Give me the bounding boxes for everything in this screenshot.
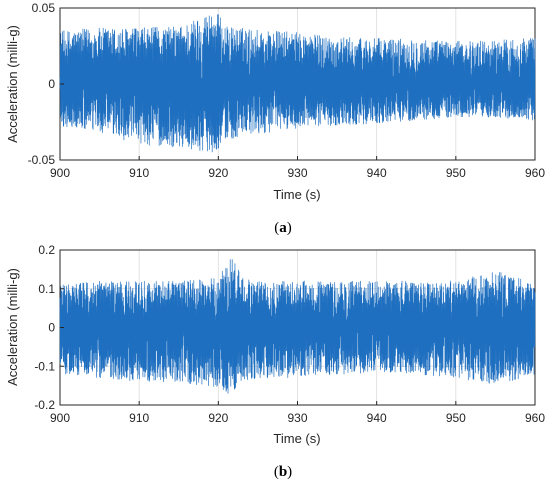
panel-a: 900 910 920 930 940 950 960 -0.05 0 0.05 Time (s… — [5, 1, 545, 236]
signal-trace — [59, 259, 536, 394]
x-axis-label: Time (s) — [273, 187, 320, 202]
x-tick-label: 920 — [208, 411, 228, 425]
y-axis-label: Acceleration (milli-g) — [5, 25, 20, 143]
y-tick-label: 0.05 — [32, 1, 56, 15]
x-tick-label: 900 — [50, 166, 70, 180]
y-axis-ticks: -0.05 0 0.05 — [28, 1, 64, 167]
x-tick-label: 930 — [287, 411, 307, 425]
x-tick-label: 920 — [208, 166, 228, 180]
y-axis-label: Acceleration (milli-g) — [5, 268, 20, 386]
acceleration-series-line — [59, 14, 536, 153]
panel-caption-a: (a) — [274, 220, 292, 236]
x-tick-label: 910 — [129, 411, 149, 425]
x-axis-label: Time (s) — [273, 431, 320, 446]
signal-trace — [59, 14, 536, 153]
y-tick-label: -0.1 — [34, 359, 55, 373]
acceleration-series-line — [59, 259, 536, 394]
x-tick-label: 930 — [287, 166, 307, 180]
x-axis-ticks: 900 910 920 930 940 950 960 — [50, 401, 545, 425]
y-tick-label: -0.05 — [28, 153, 56, 167]
panel-b: 900 910 920 930 940 950 960 -0.2 -0.1 0 0.1 0.2 Ti… — [5, 243, 545, 480]
x-tick-label: 940 — [367, 411, 387, 425]
x-tick-label: 960 — [525, 166, 545, 180]
x-tick-label: 950 — [446, 166, 466, 180]
y-tick-label: 0.1 — [38, 282, 55, 296]
panel-caption-b: (b) — [274, 464, 292, 480]
x-tick-label: 950 — [446, 411, 466, 425]
x-axis-ticks: 900 910 920 930 940 950 960 — [50, 156, 545, 180]
y-axis-ticks: -0.2 -0.1 0 0.1 0.2 — [34, 243, 64, 412]
x-tick-label: 910 — [129, 166, 149, 180]
x-tick-label: 900 — [50, 411, 70, 425]
y-tick-label: -0.2 — [34, 398, 55, 412]
x-tick-label: 940 — [367, 166, 387, 180]
y-tick-label: 0.2 — [38, 243, 55, 257]
x-tick-label: 960 — [525, 411, 545, 425]
y-tick-label: 0 — [48, 77, 55, 91]
y-tick-label: 0 — [48, 321, 55, 335]
